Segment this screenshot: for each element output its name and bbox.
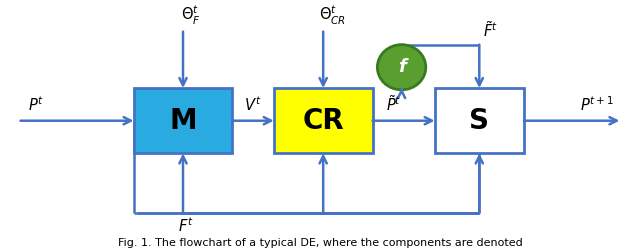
Text: $V^t$: $V^t$: [244, 95, 262, 114]
Text: f: f: [397, 58, 406, 76]
Text: $F^t$: $F^t$: [178, 216, 194, 235]
Text: $P^{t+1}$: $P^{t+1}$: [580, 95, 614, 114]
Text: Fig. 1. The flowchart of a typical DE, where the components are denoted: Fig. 1. The flowchart of a typical DE, w…: [118, 238, 522, 248]
Text: S: S: [469, 107, 490, 135]
Text: $P^t$: $P^t$: [28, 95, 45, 114]
FancyBboxPatch shape: [134, 88, 232, 154]
Text: $\Theta_F^t$: $\Theta_F^t$: [181, 4, 200, 28]
Text: M: M: [169, 107, 197, 135]
Circle shape: [378, 45, 426, 90]
Text: $\tilde{P}^t$: $\tilde{P}^t$: [387, 94, 402, 114]
Text: $\tilde{F}^t$: $\tilde{F}^t$: [483, 20, 498, 40]
Text: $\Theta_{CR}^t$: $\Theta_{CR}^t$: [319, 4, 346, 28]
Text: CR: CR: [302, 107, 344, 135]
FancyBboxPatch shape: [274, 88, 372, 154]
FancyBboxPatch shape: [435, 88, 524, 154]
